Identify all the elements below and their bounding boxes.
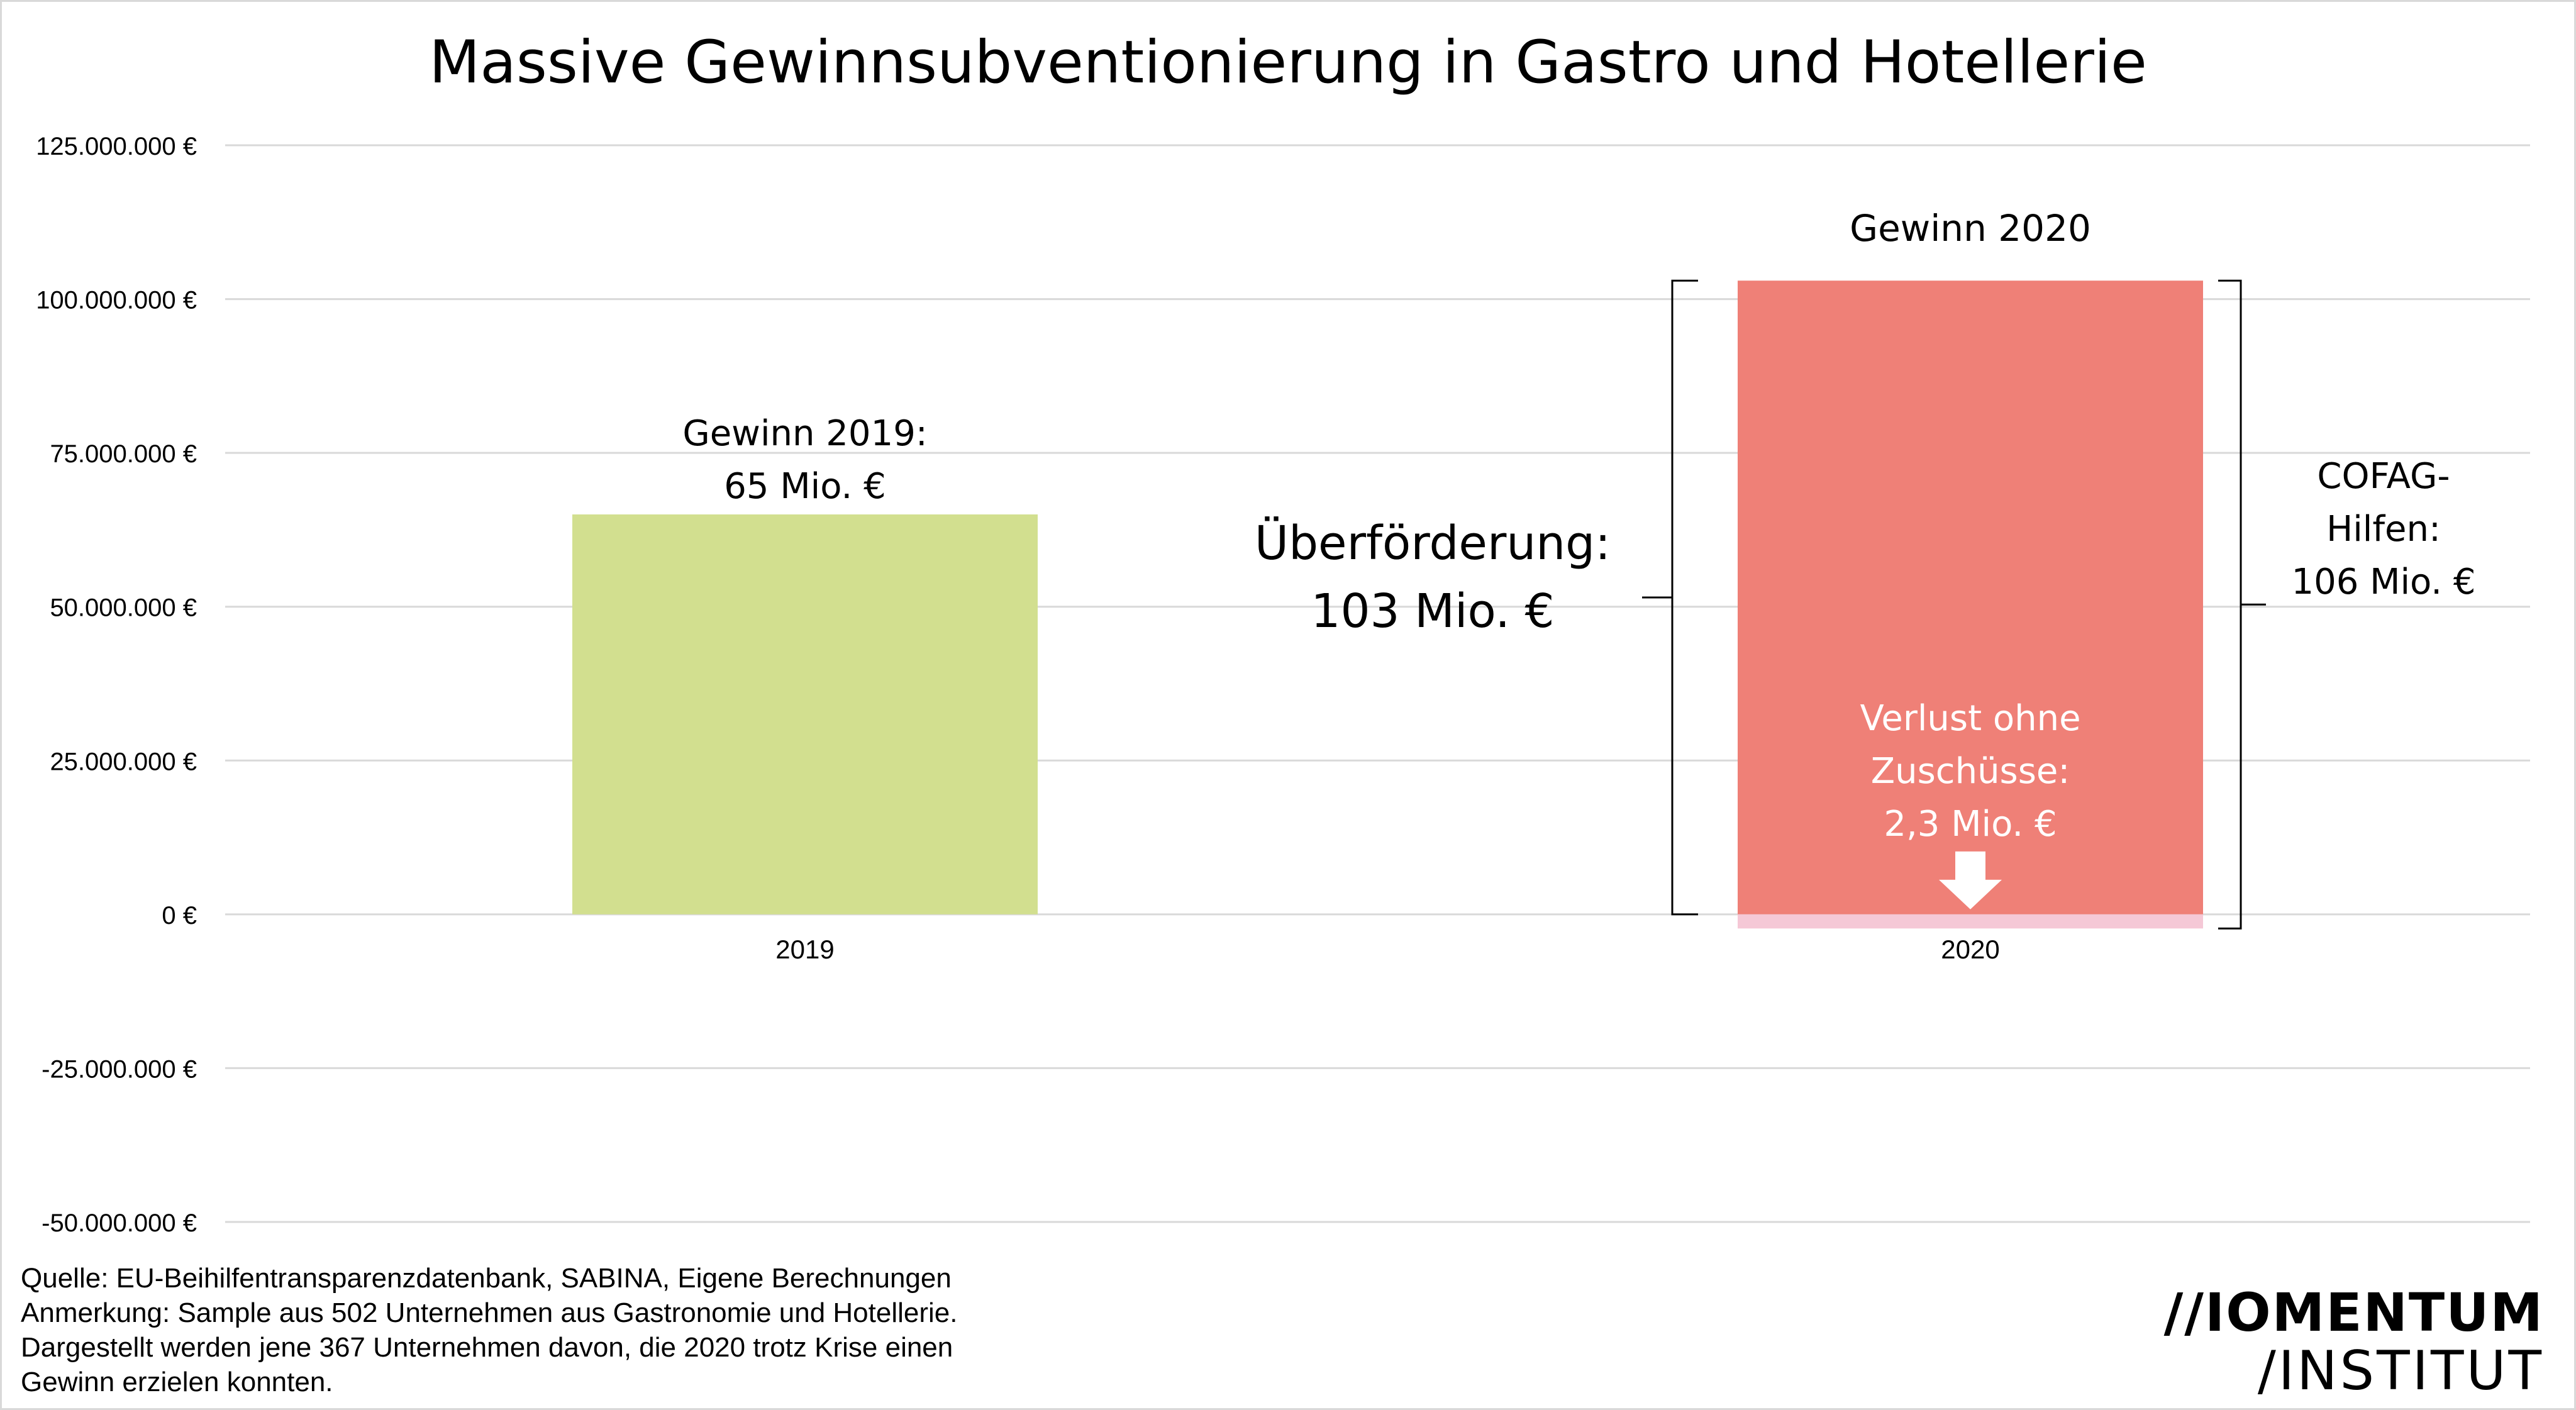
y-tick-label: 75.000.000 € xyxy=(50,440,197,468)
y-tick-label: 0 € xyxy=(162,902,197,930)
logo-line-1: //IOMENTUM xyxy=(2163,1282,2544,1343)
bracket-ueberfoerderung xyxy=(1671,279,1698,916)
annotation-ueberfoerderung: 103 Mio. € xyxy=(1311,584,1554,638)
bar-chart: Massive Gewinnsubventionierung in Gastro… xyxy=(36,28,2530,1237)
annotation-verlust-ohne-zuschuesse: Verlust ohne xyxy=(1860,698,2080,739)
annotation-cofag-hilfen: 106 Mio. € xyxy=(2291,562,2475,602)
annotation-verlust-ohne-zuschuesse: Zuschüsse: xyxy=(1871,751,2070,792)
x-tick-label: 2019 xyxy=(775,935,834,964)
y-tick-label: -25.000.000 € xyxy=(42,1055,197,1083)
bar-2020-loss xyxy=(1738,914,2203,929)
remark-note: Anmerkung: Sample aus 502 Unternehmen au… xyxy=(21,1297,958,1328)
down-arrow-icon xyxy=(1939,851,2002,909)
annotation-gewinn-2020: Gewinn 2020 xyxy=(1850,207,2091,250)
bracket-cofag xyxy=(2218,279,2242,930)
x-tick-label: 2020 xyxy=(1941,935,1999,964)
logo-line-2: /INSTITUT xyxy=(2257,1340,2544,1402)
bar-2020 xyxy=(1738,280,2203,914)
remark-note-2: Dargestellt werden jene 367 Unternehmen … xyxy=(21,1332,953,1363)
remark-note-3: Gewinn erzielen konnten. xyxy=(21,1367,333,1397)
y-axis-tick-labels: 125.000.000 € 100.000.000 € 75.000.000 € 50… xyxy=(36,133,197,1237)
annotation-cofag-hilfen: Hilfen: xyxy=(2326,509,2441,550)
footer-notes: Quelle: EU-Beihilfentransparenzdatenbank… xyxy=(21,1261,1090,1399)
annotation-ueberfoerderung: Überförderung: xyxy=(1255,516,1611,570)
y-tick-label: -50.000.000 € xyxy=(42,1209,197,1237)
source-note: Quelle: EU-Beihilfentransparenzdatenbank… xyxy=(21,1263,952,1294)
annotation-cofag-hilfen: COFAG- xyxy=(2317,456,2450,497)
annotation-gewinn-2019: Gewinn 2019: xyxy=(682,413,927,454)
brackets xyxy=(1642,279,2266,930)
y-tick-label: 50.000.000 € xyxy=(50,594,197,622)
y-tick-label: 125.000.000 € xyxy=(36,133,197,160)
momentum-institut-logo: //IOMENTUM /INSTITUT xyxy=(2141,1284,2544,1401)
y-tick-label: 100.000.000 € xyxy=(36,287,197,314)
annotations: Gewinn 2019: 65 Mio. € Gewinn 2020 Überförd… xyxy=(682,207,2475,845)
annotation-verlust-ohne-zuschuesse: 2,3 Mio. € xyxy=(1884,804,2057,845)
annotation-gewinn-2019: 65 Mio. € xyxy=(724,466,886,507)
bar-2019 xyxy=(572,514,1038,914)
down-arrow-shape xyxy=(1939,851,2002,909)
chart-title: Massive Gewinnsubventionierung in Gastro… xyxy=(429,28,2147,97)
y-tick-label: 25.000.000 € xyxy=(50,748,197,775)
bars xyxy=(572,280,2203,929)
x-axis-tick-labels: 2019 2020 xyxy=(775,935,1999,964)
